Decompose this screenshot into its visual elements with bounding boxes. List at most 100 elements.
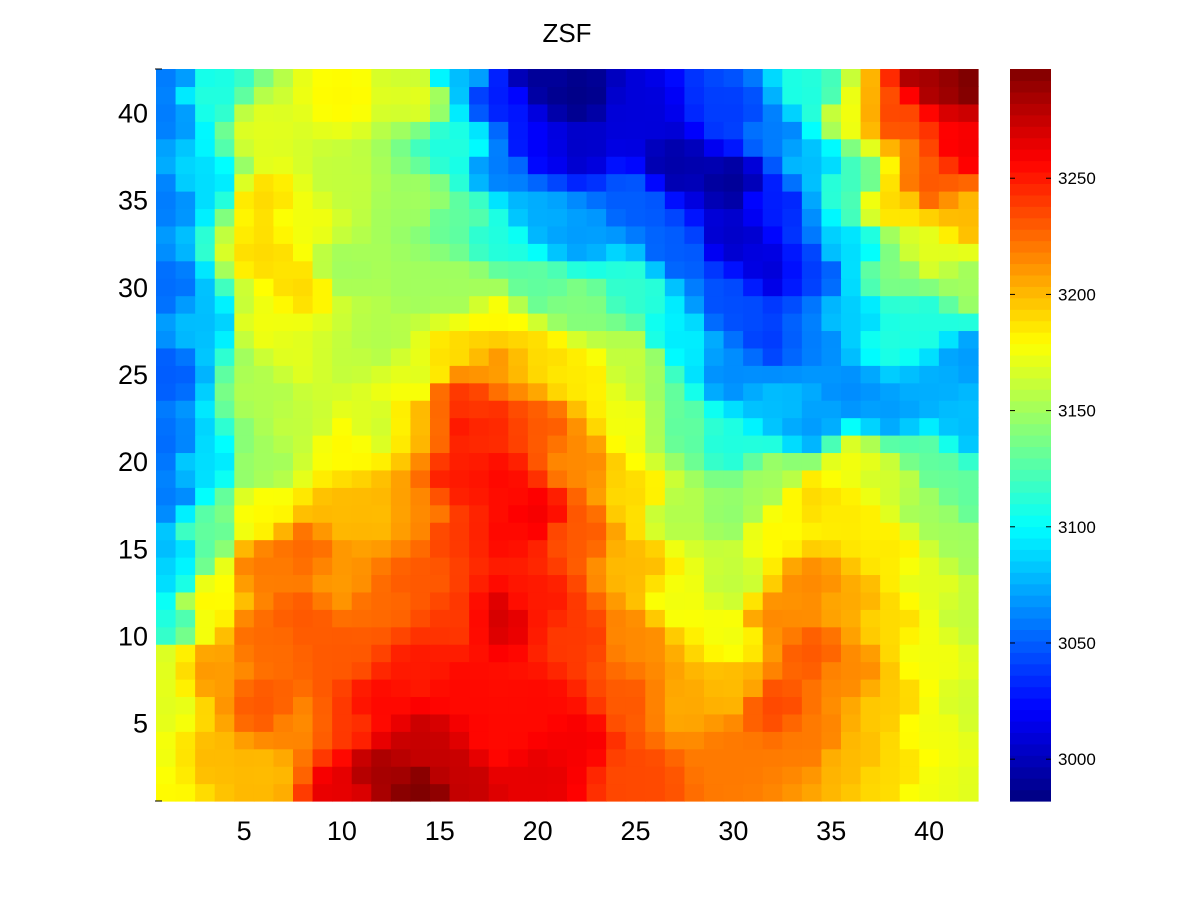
heatmap-cell	[351, 766, 372, 785]
heatmap-cell	[156, 591, 177, 610]
heatmap-cell	[664, 365, 686, 384]
heatmap-cell	[195, 609, 216, 628]
heatmap-cell	[253, 400, 275, 419]
heatmap-cell	[743, 400, 764, 419]
heatmap-cell	[919, 679, 940, 698]
colorbar-segment	[1010, 595, 1051, 608]
heatmap-cell	[371, 713, 392, 732]
heatmap-cell	[684, 400, 705, 419]
heatmap-cell	[195, 696, 216, 715]
heatmap-cell	[704, 783, 725, 802]
heatmap-cell	[410, 365, 431, 384]
heatmap-cell	[586, 731, 607, 750]
heatmap-cell	[156, 69, 177, 88]
heatmap-cell	[645, 295, 666, 314]
colorbar-segment	[1010, 789, 1051, 802]
heatmap-cell	[567, 69, 588, 88]
heatmap-cell	[390, 295, 412, 314]
heatmap-cell	[684, 557, 705, 576]
heatmap-cell	[899, 225, 920, 244]
heatmap-cell	[293, 783, 314, 802]
heatmap-cell	[234, 121, 255, 140]
heatmap-cell	[175, 69, 196, 88]
heatmap-cell	[508, 557, 529, 576]
heatmap-cell	[899, 313, 920, 332]
heatmap-cell	[743, 679, 764, 698]
heatmap-cell	[821, 382, 842, 401]
heatmap-cell	[527, 783, 549, 802]
heatmap-cell	[606, 156, 627, 175]
heatmap-cell	[175, 278, 196, 297]
heatmap-cell	[253, 69, 275, 88]
heatmap-cell	[586, 295, 607, 314]
heatmap-cell	[782, 295, 803, 314]
heatmap-cell	[312, 347, 333, 366]
heatmap-cell	[880, 452, 901, 471]
heatmap-cell	[684, 452, 705, 471]
heatmap-cell	[390, 452, 412, 471]
heatmap-cell	[860, 574, 881, 593]
heatmap-cell	[586, 609, 607, 628]
heatmap-cell	[175, 86, 196, 105]
heatmap-cell	[390, 156, 412, 175]
heatmap-cell	[841, 417, 862, 436]
heatmap-cell	[762, 86, 783, 105]
heatmap-cell	[762, 644, 783, 663]
heatmap-cell	[273, 557, 294, 576]
heatmap-cell	[234, 661, 255, 680]
heatmap-cell	[762, 766, 783, 785]
heatmap-cell	[371, 417, 392, 436]
heatmap-cell	[743, 731, 764, 750]
heatmap-cell	[801, 522, 823, 541]
heatmap-cell	[293, 417, 314, 436]
heatmap-cell	[606, 295, 627, 314]
colorbar-segment	[1010, 103, 1051, 116]
heatmap-cell	[156, 574, 177, 593]
heatmap-cell	[195, 313, 216, 332]
heatmap-cell	[488, 121, 509, 140]
heatmap-cell	[743, 452, 764, 471]
heatmap-cell	[723, 103, 744, 122]
heatmap-cell	[195, 138, 216, 157]
heatmap-cell	[919, 365, 940, 384]
heatmap-cell	[332, 504, 353, 523]
heatmap-cell	[723, 661, 744, 680]
heatmap-cell	[214, 452, 235, 471]
heatmap-cell	[253, 173, 275, 192]
heatmap-cell	[488, 783, 509, 802]
heatmap-cell	[625, 679, 646, 698]
colorbar-segment	[1010, 69, 1051, 82]
heatmap-cell	[586, 417, 607, 436]
heatmap-cell	[704, 260, 725, 279]
colorbar-segment	[1010, 366, 1051, 379]
heatmap-cell	[664, 644, 686, 663]
heatmap-cell	[958, 609, 979, 628]
heatmap-cell	[508, 330, 529, 349]
heatmap-cell	[743, 243, 764, 262]
heatmap-cell	[234, 469, 255, 488]
heatmap-cell	[449, 626, 470, 645]
heatmap-cell	[880, 679, 901, 698]
heatmap-cell	[567, 644, 588, 663]
heatmap-cell	[527, 435, 549, 454]
heatmap-cell	[547, 557, 568, 576]
heatmap-cell	[625, 522, 646, 541]
heatmap-cell	[762, 225, 783, 244]
heatmap-cell	[704, 121, 725, 140]
heatmap-cell	[606, 400, 627, 419]
heatmap-cell	[488, 278, 509, 297]
heatmap-cell	[449, 696, 470, 715]
heatmap-cell	[841, 278, 862, 297]
heatmap-cell	[156, 191, 177, 210]
heatmap-cell	[508, 347, 529, 366]
heatmap-cell	[332, 121, 353, 140]
heatmap-cell	[782, 435, 803, 454]
heatmap-cell	[508, 121, 529, 140]
heatmap-cell	[899, 138, 920, 157]
heatmap-cell	[723, 731, 744, 750]
heatmap-cell	[899, 504, 920, 523]
heatmap-cell	[919, 557, 940, 576]
heatmap-cell	[586, 86, 607, 105]
heatmap-cell	[586, 121, 607, 140]
